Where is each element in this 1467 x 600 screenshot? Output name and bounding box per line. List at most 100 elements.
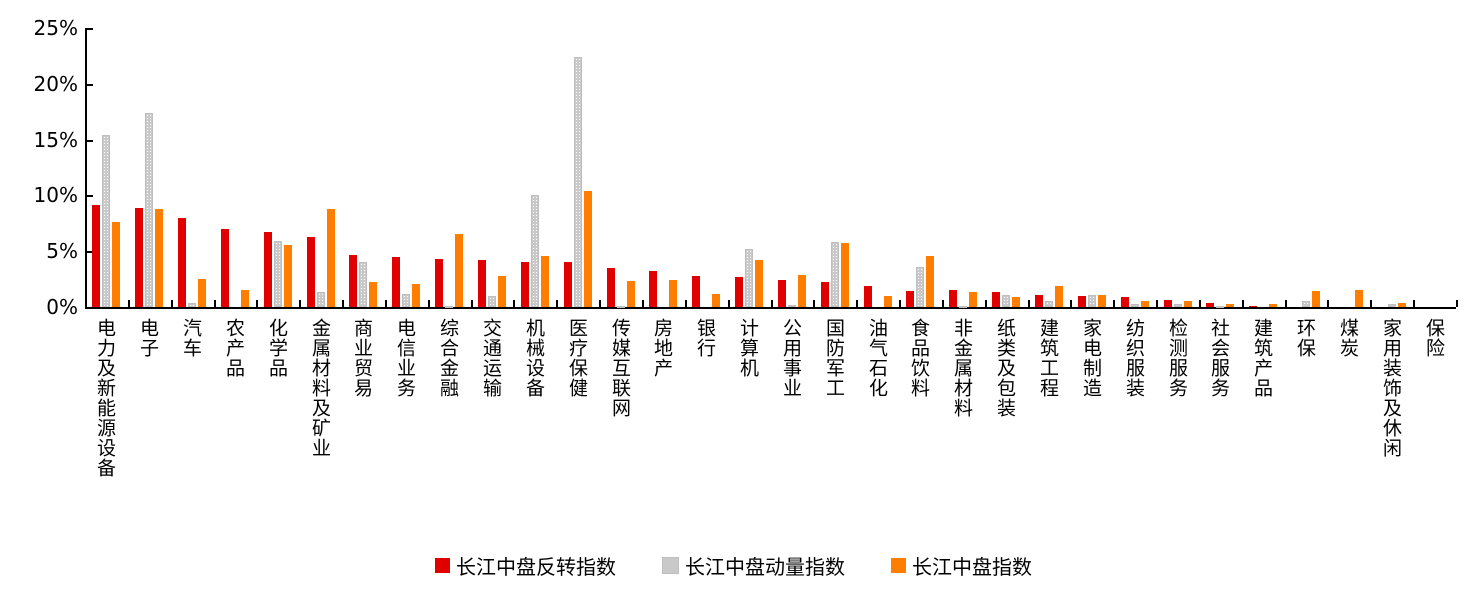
bar-长江中盘反转指数: [435, 259, 443, 307]
x-axis-tick: [727, 300, 730, 307]
bar-长江中盘指数: [498, 276, 506, 307]
x-axis-tick: [1027, 300, 1030, 307]
bar-长江中盘动量指数: [1174, 304, 1182, 307]
x-axis-tick: [1284, 300, 1287, 307]
bar-长江中盘指数: [1226, 304, 1234, 307]
bar-长江中盘指数: [327, 209, 335, 307]
x-axis-label: 社会服务: [1208, 318, 1230, 398]
bar-长江中盘反转指数: [349, 255, 357, 307]
bar-长江中盘指数: [841, 243, 849, 307]
x-axis-label: 交通运输: [480, 318, 502, 398]
y-axis-tick: [87, 83, 93, 86]
legend-swatch-orange: [891, 558, 906, 573]
bar-长江中盘指数: [755, 260, 763, 307]
x-axis-label: 传媒互联网: [609, 318, 631, 418]
x-axis-label: 纺织服装: [1123, 318, 1145, 398]
legend-item-reversal-index: 长江中盘反转指数: [435, 551, 616, 580]
x-axis-tick: [213, 300, 216, 307]
x-axis-tick: [813, 300, 816, 307]
bar-长江中盘指数: [155, 209, 163, 307]
x-axis-tick: [941, 300, 944, 307]
x-axis-label: 家电制造: [1080, 318, 1102, 398]
bar-长江中盘指数: [1398, 303, 1406, 307]
legend-swatch-red: [435, 558, 450, 573]
x-axis-label: 化学品: [266, 318, 288, 378]
bar-长江中盘指数: [884, 296, 892, 307]
x-axis-tick: [1370, 300, 1373, 307]
x-axis-tick: [641, 300, 644, 307]
x-axis-label: 电信业务: [394, 318, 416, 398]
bar-长江中盘动量指数: [102, 135, 110, 307]
x-axis-label: 建筑产品: [1251, 318, 1273, 398]
x-axis-label: 国防军工: [823, 318, 845, 398]
bar-长江中盘指数: [112, 222, 120, 307]
bar-长江中盘指数: [369, 282, 377, 307]
x-axis-tick: [1070, 300, 1073, 307]
x-axis-label: 公用事业: [780, 318, 802, 398]
bar-长江中盘指数: [1355, 290, 1363, 307]
x-axis-label: 商业贸易: [351, 318, 373, 398]
legend: 长江中盘反转指数 长江中盘动量指数 长江中盘指数: [0, 551, 1467, 580]
bar-长江中盘反转指数: [264, 232, 272, 307]
x-axis-tick: [984, 300, 987, 307]
bar-长江中盘动量指数: [959, 306, 967, 308]
bar-长江中盘动量指数: [1045, 301, 1053, 307]
bar-长江中盘反转指数: [692, 276, 700, 307]
bar-长江中盘反转指数: [521, 262, 529, 307]
bar-长江中盘动量指数: [1131, 304, 1139, 307]
x-axis-tick: [427, 300, 430, 307]
x-axis-tick: [599, 300, 602, 307]
x-axis-tick: [856, 300, 859, 307]
x-axis-tick: [1327, 300, 1330, 307]
y-axis-tick: [87, 28, 93, 30]
x-axis-tick: [342, 300, 345, 307]
bar-长江中盘反转指数: [1249, 306, 1257, 307]
x-axis-label: 房地产: [651, 318, 673, 378]
x-axis-label: 食品饮料: [908, 318, 930, 398]
x-axis-tick: [299, 300, 302, 307]
bar-长江中盘反转指数: [906, 291, 914, 307]
y-axis-line: [85, 28, 87, 309]
x-axis-tick: [1241, 300, 1244, 307]
bar-长江中盘动量指数: [831, 242, 839, 307]
bar-长江中盘动量指数: [1088, 295, 1096, 307]
bar-长江中盘动量指数: [1216, 306, 1224, 308]
bar-长江中盘动量指数: [531, 195, 539, 307]
x-axis-tick: [1113, 300, 1116, 307]
bar-长江中盘指数: [1269, 304, 1277, 307]
x-axis-tick: [1198, 300, 1201, 307]
x-axis-tick: [1156, 300, 1159, 307]
x-axis-label: 银行: [694, 318, 716, 358]
bar-长江中盘反转指数: [135, 208, 143, 307]
bar-长江中盘指数: [1312, 291, 1320, 307]
bar-长江中盘指数: [541, 256, 549, 307]
bar-长江中盘反转指数: [735, 277, 743, 307]
bar-长江中盘动量指数: [1388, 304, 1396, 307]
x-axis-label: 机械设备: [523, 318, 545, 398]
bar-长江中盘指数: [926, 256, 934, 307]
bar-长江中盘动量指数: [745, 249, 753, 307]
y-axis-label: 0%: [46, 295, 78, 319]
bar-长江中盘反转指数: [92, 205, 100, 307]
bar-长江中盘指数: [198, 279, 206, 307]
x-axis-tick: [1413, 300, 1416, 307]
bar-长江中盘指数: [284, 245, 292, 307]
x-axis-label: 农产品: [223, 318, 245, 378]
bar-长江中盘指数: [1012, 297, 1020, 307]
x-axis-label: 综合金融: [437, 318, 459, 398]
x-axis-tick: [556, 300, 559, 307]
bar-长江中盘反转指数: [992, 292, 1000, 307]
y-axis-label: 15%: [33, 127, 78, 152]
bar-长江中盘动量指数: [145, 113, 153, 307]
x-axis-label: 煤炭: [1337, 318, 1359, 358]
bar-长江中盘反转指数: [949, 290, 957, 307]
bar-长江中盘动量指数: [574, 57, 582, 307]
y-axis-tick: [87, 251, 93, 254]
bar-长江中盘指数: [241, 290, 249, 307]
bar-长江中盘指数: [798, 275, 806, 307]
bar-长江中盘反转指数: [821, 282, 829, 307]
y-axis-tick: [87, 195, 93, 198]
legend-label-momentum-index: 长江中盘动量指数: [685, 555, 845, 579]
bar-长江中盘动量指数: [788, 305, 796, 307]
bar-长江中盘指数: [1098, 295, 1106, 307]
